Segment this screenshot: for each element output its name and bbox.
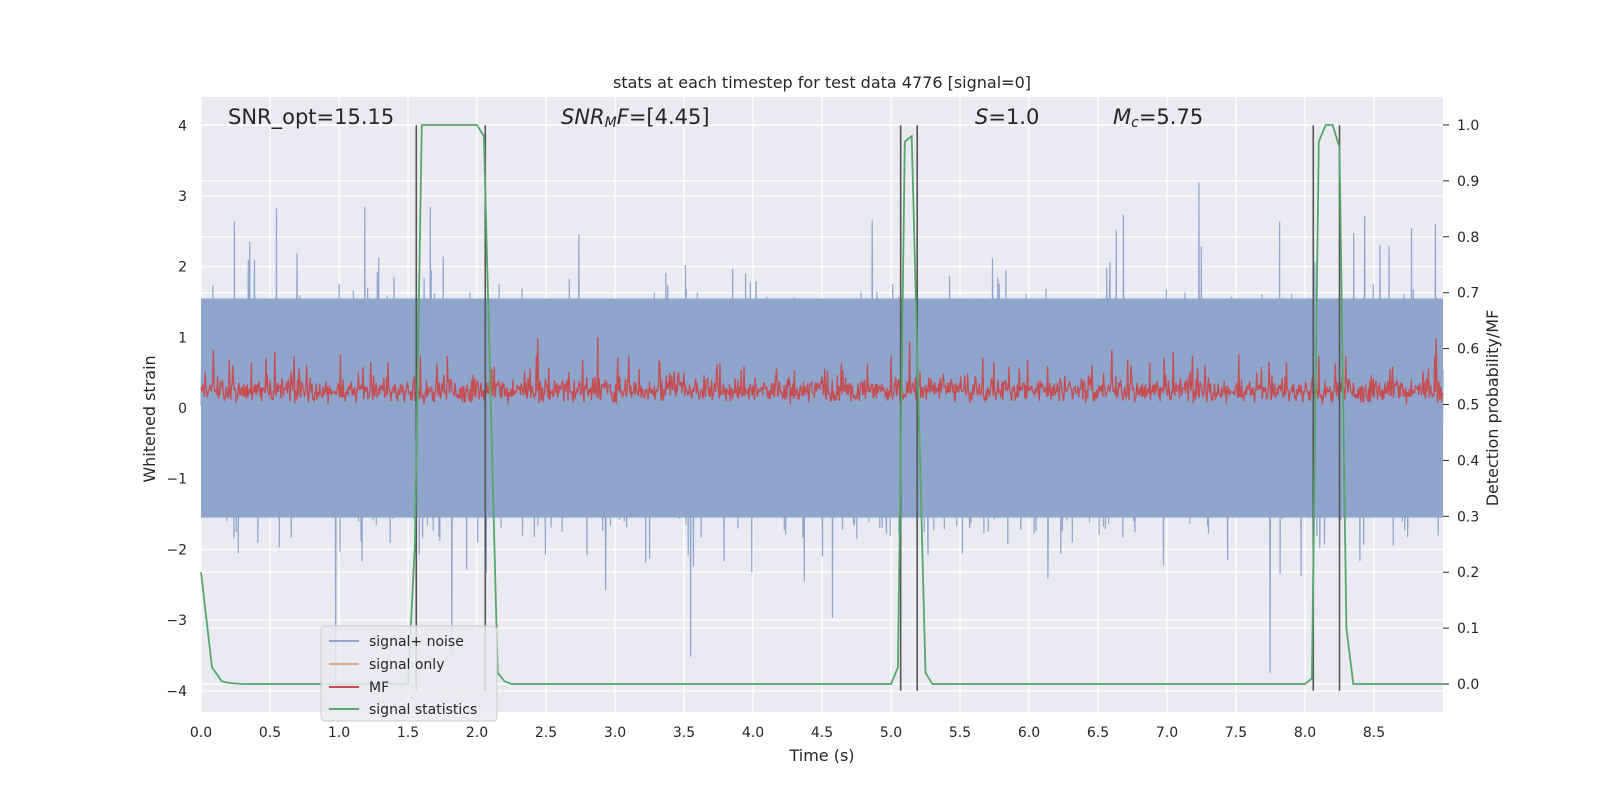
chart-title: stats at each timestep for test data 477…: [613, 73, 1031, 92]
y-right-tick-label: 1.0: [1457, 118, 1479, 134]
annotation-s-label: S: [975, 105, 988, 129]
x-tick-label: 2.5: [535, 725, 557, 741]
legend-label-signal-noise: signal+ noise: [369, 634, 464, 650]
x-tick-label: 3.0: [604, 725, 626, 741]
x-tick-label: 0.0: [190, 725, 212, 741]
legend-label-signal-only: signal only: [369, 657, 444, 673]
y-right-tick-label: 0.6: [1457, 342, 1479, 358]
y-right-tick-label: 0.0: [1457, 677, 1479, 693]
x-tick-label: 1.5: [397, 725, 419, 741]
x-tick-label: 4.0: [742, 725, 764, 741]
series-signal-noise: [200, 182, 1444, 684]
x-tick-label: 8.0: [1294, 725, 1316, 741]
y-left-tick-label: −3: [166, 613, 187, 629]
annotation-snr-mf-label: SNR: [561, 105, 605, 129]
x-tick-label: 5.5: [949, 725, 971, 741]
x-axis-label: Time (s): [788, 746, 854, 765]
x-tick-label: 4.5: [811, 725, 833, 741]
annotation-snr-mf-value: =[4.45]: [629, 105, 710, 129]
x-tick-label: 0.5: [259, 725, 281, 741]
x-tick-label: 6.0: [1018, 725, 1040, 741]
x-tick-label: 5.0: [880, 725, 902, 741]
annotation-mc-sub: c: [1131, 115, 1139, 131]
y-right-tick-label: 0.5: [1457, 398, 1479, 414]
x-tick-label: 2.0: [466, 725, 488, 741]
x-axis-ticks: 0.0 0.5 1.0 1.5 2.0 2.5 3.0 3.5 4.0 4.5 5.0 5.5 6.0 6…: [190, 725, 1385, 741]
y-left-tick-label: −4: [166, 684, 187, 700]
y-left-tick-label: 4: [178, 118, 187, 134]
y-right-tick-label: 0.8: [1457, 230, 1479, 246]
y-left-tick-label: 3: [178, 189, 187, 205]
y-left-tick-label: −2: [166, 542, 187, 558]
annotation-snr-mf: SNRMF=[4.45]: [561, 105, 710, 131]
y-left-tick-label: 1: [178, 330, 187, 346]
annotation-snr-opt: SNR_opt=15.15: [228, 105, 394, 130]
series-mf-line: [200, 337, 1444, 405]
annotation-mc-label: M: [1113, 105, 1131, 129]
annotation-snr-mf-f: F: [617, 105, 630, 129]
x-tick-label: 8.5: [1363, 725, 1385, 741]
y-right-tick-label: 0.9: [1457, 174, 1479, 190]
legend-label-mf: MF: [369, 680, 389, 696]
legend-label-signal-statistics: signal statistics: [369, 702, 477, 718]
y-left-tick-label: 2: [178, 260, 187, 276]
annotation-snr-mf-sub: M: [605, 115, 617, 131]
legend-box: [320, 625, 498, 722]
x-tick-label: 1.0: [328, 725, 350, 741]
annotation-s-value: =1.0: [988, 105, 1039, 129]
noise-line: [200, 182, 1444, 684]
y-right-tick-label: 0.7: [1457, 286, 1479, 302]
x-tick-label: 7.0: [1156, 725, 1178, 741]
x-tick-label: 3.5: [673, 725, 695, 741]
y-axis-right-label: Detection probability/MF: [1483, 310, 1502, 507]
y-left-tick-label: −1: [166, 472, 187, 488]
y-right-tick-label: 0.3: [1457, 509, 1479, 525]
legend: signal+ noise signal only MF signal stat…: [320, 625, 498, 722]
y-axis-left-ticks: 4 3 2 1 0 −1 −2 −3 −4: [166, 118, 187, 700]
x-tick-label: 7.5: [1225, 725, 1247, 741]
x-tick-label: 6.5: [1087, 725, 1109, 741]
annotation-mc: Mc=5.75: [1113, 105, 1203, 131]
y-left-tick-label: 0: [178, 401, 187, 417]
y-right-tick-label: 0.4: [1457, 453, 1479, 469]
y-right-tick-label: 0.2: [1457, 565, 1479, 581]
y-axis-right-ticks: 1.0 0.9 0.8 0.7 0.6 0.5 0.4 0.3 0.2 0.1 0.0: [1443, 118, 1479, 693]
annotation-mc-value: =5.75: [1139, 105, 1203, 129]
annotation-s: S=1.0: [975, 105, 1039, 129]
series-signal-statistics-line: [200, 124, 1443, 685]
y-axis-left-label: Whitened strain: [140, 355, 159, 482]
y-right-tick-label: 0.1: [1457, 621, 1479, 637]
